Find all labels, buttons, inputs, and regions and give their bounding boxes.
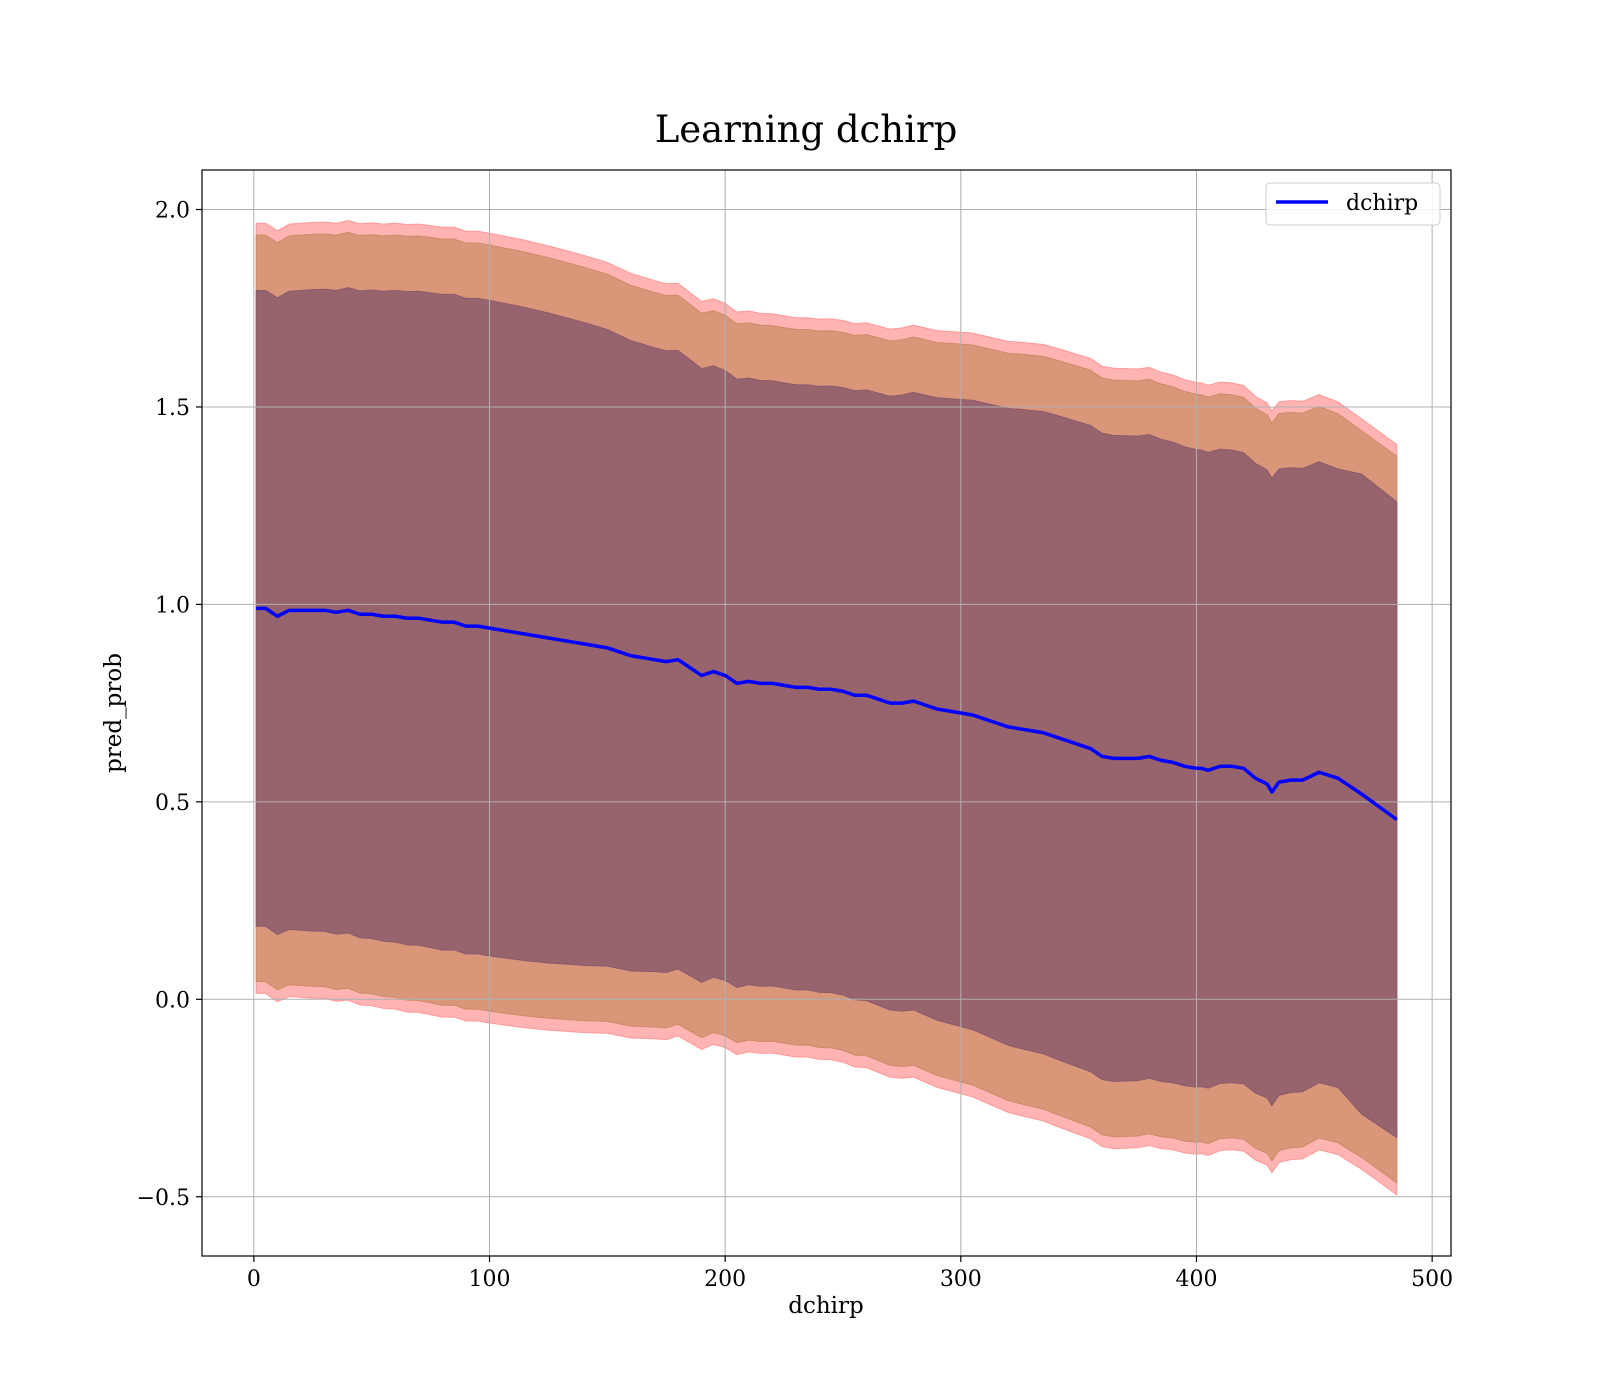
confidence-band-3 <box>255 287 1398 1139</box>
y-tick-label-0: −0.5 <box>137 1186 190 1211</box>
x-axis-ticks: 0 100 200 300 400 500 <box>247 1256 1453 1292</box>
series-lines <box>256 606 1398 822</box>
x-axis-label: dchirp <box>788 1293 864 1319</box>
y-tick-label-1: 0.0 <box>155 988 190 1013</box>
y-axis-label: pred_prob <box>101 653 127 773</box>
y-tick-label-5: 2.0 <box>155 198 190 223</box>
chart-title: Learning dchirp <box>655 108 958 151</box>
y-tick-label-4: 1.5 <box>155 396 190 421</box>
x-tick-label-1: 100 <box>469 1267 511 1292</box>
x-tick-label-2: 200 <box>704 1267 746 1292</box>
y-tick-label-2: 0.5 <box>155 791 190 816</box>
series-line-dchirp <box>256 606 1398 822</box>
legend-box <box>1265 182 1441 226</box>
grid <box>202 170 1451 1256</box>
x-tick-label-5: 500 <box>1411 1267 1453 1292</box>
x-tick-label-3: 300 <box>940 1267 982 1292</box>
legend: dchirp <box>1265 182 1441 226</box>
legend-entry-dchirp: dchirp <box>1346 191 1418 216</box>
x-tick-label-4: 400 <box>1175 1267 1217 1292</box>
y-tick-label-3: 1.0 <box>155 593 190 618</box>
confidence-bands <box>255 220 1398 1196</box>
y-axis-ticks: −0.5 0.0 0.5 1.0 1.5 2.0 <box>137 198 202 1211</box>
plot-area-frame <box>201 169 1452 1257</box>
x-tick-label-0: 0 <box>247 1267 261 1292</box>
